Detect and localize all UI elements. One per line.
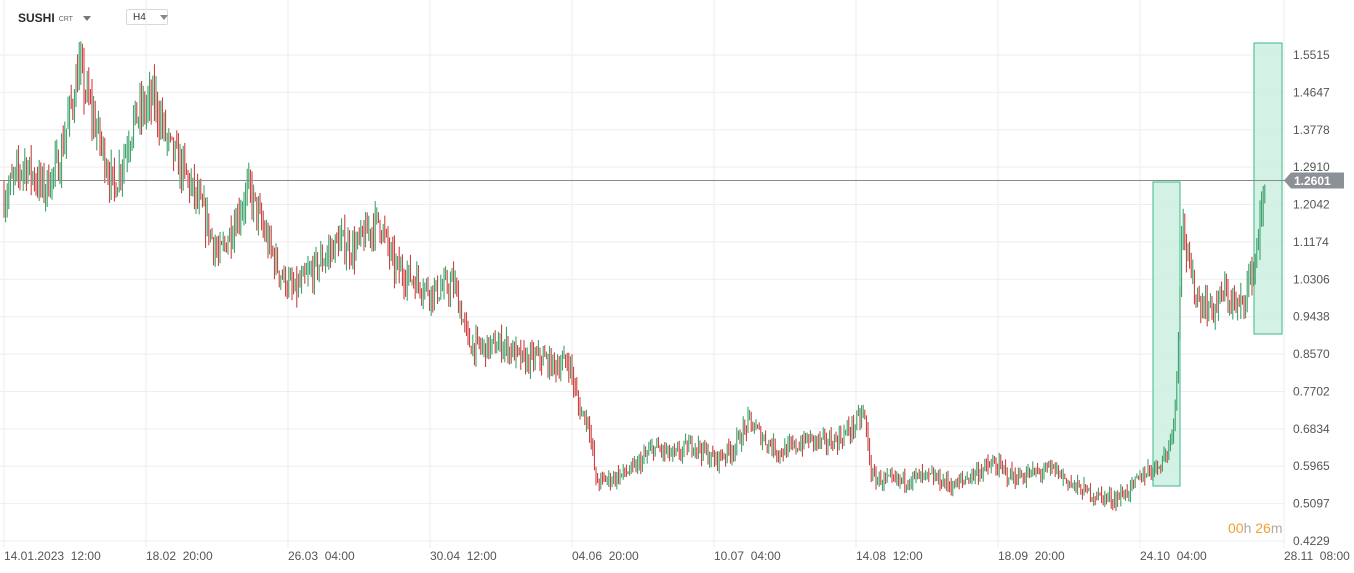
countdown-hours-unit: h [1243, 520, 1252, 536]
y-tick-label: 1.2910 [1293, 160, 1330, 174]
x-tick-label: 28.11 08:00 [1284, 549, 1350, 563]
interval-selector[interactable]: H4 [126, 9, 168, 25]
y-tick-label: 1.3778 [1293, 123, 1330, 137]
chevron-down-icon [82, 15, 91, 21]
y-tick-label: 1.2042 [1293, 198, 1330, 212]
y-tick-label: 1.5515 [1293, 48, 1330, 62]
chevron-down-icon [159, 14, 168, 20]
y-tick-label: 0.7702 [1293, 384, 1330, 398]
x-tick-label: 18.02 20:00 [146, 549, 213, 563]
y-tick-label: 0.9438 [1293, 310, 1330, 324]
x-tick-label: 26.03 04:00 [288, 549, 355, 563]
x-tick-label: 10.07 04:00 [714, 549, 781, 563]
highlight-box [1152, 181, 1181, 487]
y-tick-label: 0.5965 [1293, 459, 1330, 473]
x-tick-label: 24.10 04:00 [1140, 549, 1207, 563]
x-tick-label: 14.08 12:00 [856, 549, 923, 563]
countdown-minutes-unit: m [1270, 520, 1283, 536]
y-tick-label: 0.4229 [1293, 534, 1330, 548]
x-tick-label: 18.09 20:00 [998, 549, 1065, 563]
highlight-box [1253, 42, 1283, 335]
countdown-hours: 00 [1228, 520, 1244, 536]
y-tick-label: 0.6834 [1293, 422, 1330, 436]
y-tick-label: 1.4647 [1293, 85, 1330, 99]
y-tick-label: 0.5097 [1293, 497, 1330, 511]
symbol-selector[interactable]: SUSHI CRT [18, 8, 91, 28]
interval-label: H4 [133, 11, 146, 23]
symbol-type: CRT [58, 16, 73, 23]
y-tick-label: 1.1174 [1293, 235, 1329, 249]
countdown-minutes: 26 [1255, 520, 1271, 536]
current-price-label: 1.2601 [1294, 174, 1331, 188]
chart-toolbar: SUSHI CRT H4 [0, 0, 1354, 34]
candle-countdown: 00h 26m [1228, 520, 1283, 536]
y-tick-label: 0.8570 [1293, 347, 1330, 361]
y-tick-label: 1.0306 [1293, 272, 1330, 286]
x-tick-label: 04.06 20:00 [572, 549, 639, 563]
symbol-name: SUSHI [18, 11, 55, 25]
x-tick-label: 30.04 12:00 [430, 549, 497, 563]
current-price-tag [1284, 172, 1344, 189]
x-tick-label: 14.01.2023 12:00 [4, 549, 101, 563]
